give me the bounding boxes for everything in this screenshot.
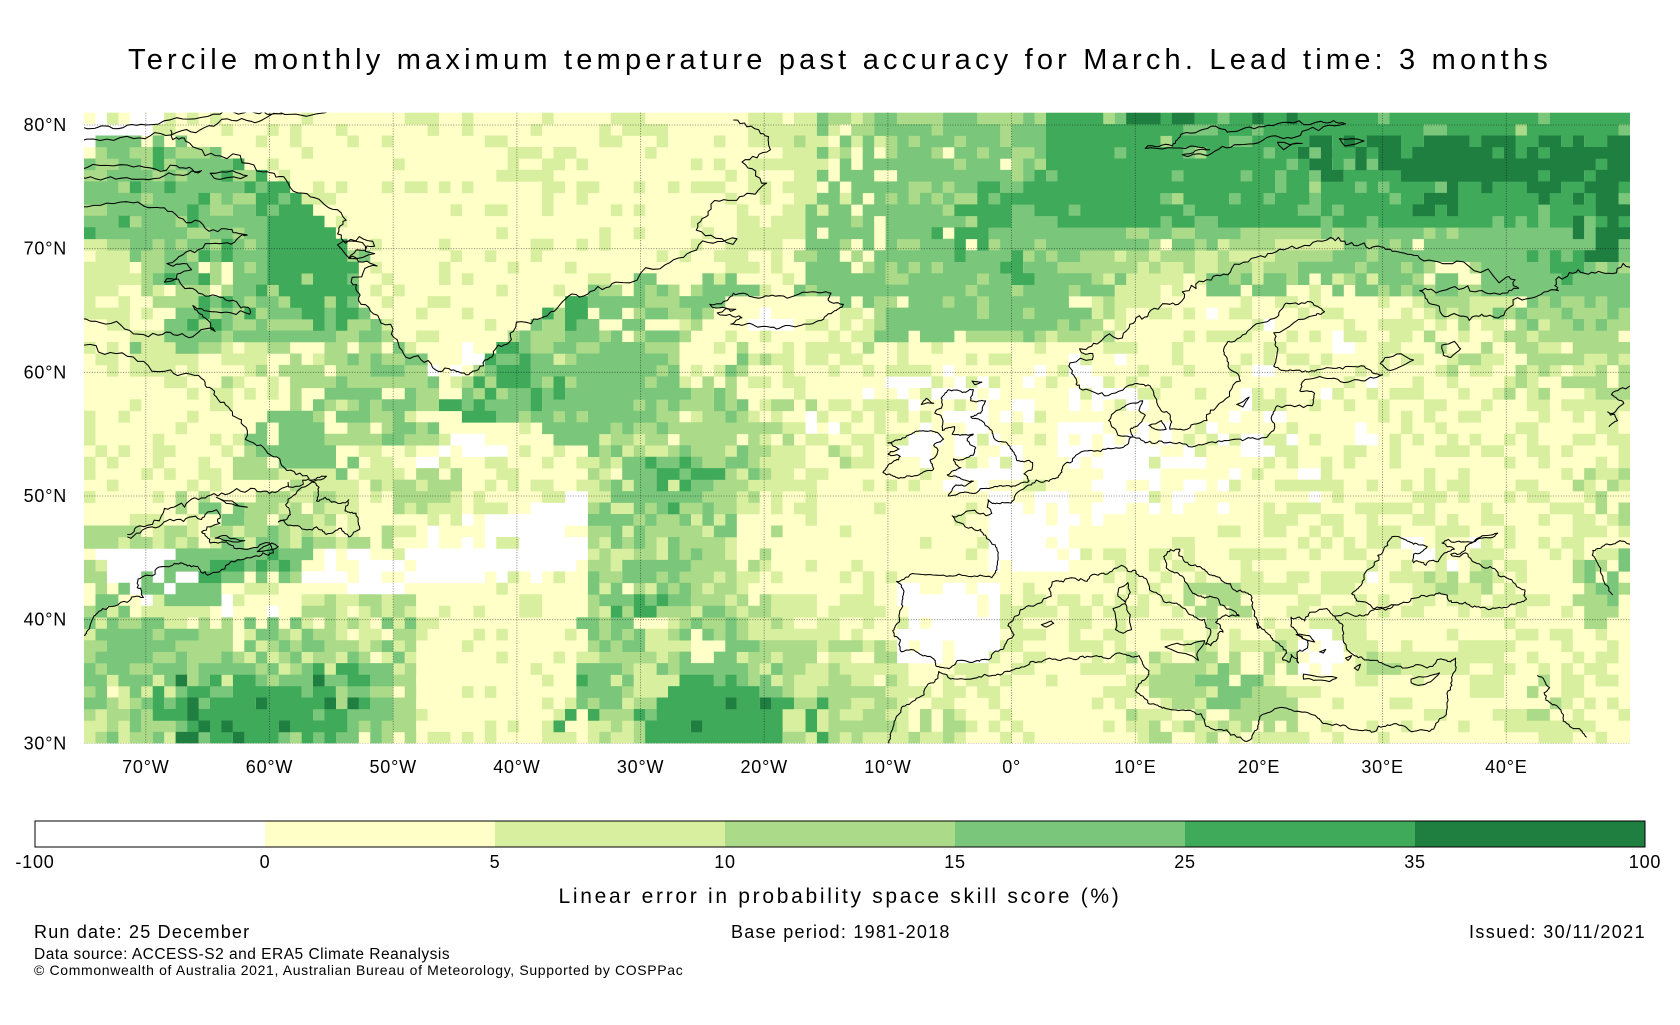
svg-text:20°W: 20°W xyxy=(740,757,787,777)
svg-text:0°: 0° xyxy=(1002,757,1021,777)
svg-text:Data source: ACCESS-S2 and ERA: Data source: ACCESS-S2 and ERA5 Climate … xyxy=(34,946,450,963)
svg-text:70°W: 70°W xyxy=(122,757,169,777)
svg-text:50°N: 50°N xyxy=(24,486,67,506)
svg-text:Linear error in probability sp: Linear error in probability space skill … xyxy=(559,885,1122,908)
svg-text:60°N: 60°N xyxy=(24,362,67,382)
svg-text:5: 5 xyxy=(490,852,501,872)
svg-text:25: 25 xyxy=(1174,852,1196,872)
svg-text:Issued: 30/11/2021: Issued: 30/11/2021 xyxy=(1469,922,1646,942)
svg-text:10: 10 xyxy=(714,852,736,872)
svg-text:10°W: 10°W xyxy=(864,757,911,777)
svg-text:30°E: 30°E xyxy=(1361,757,1403,777)
svg-text:80°N: 80°N xyxy=(24,115,67,135)
svg-text:60°W: 60°W xyxy=(246,757,293,777)
svg-text:40°N: 40°N xyxy=(24,610,67,630)
svg-text:30°N: 30°N xyxy=(24,733,67,753)
svg-text:-100: -100 xyxy=(15,852,54,872)
svg-text:100: 100 xyxy=(1629,852,1661,872)
svg-text:40°W: 40°W xyxy=(493,757,540,777)
svg-text:Tercile monthly maximum temper: Tercile monthly maximum temperature past… xyxy=(128,44,1552,76)
svg-text:20°E: 20°E xyxy=(1238,757,1280,777)
svg-text:© Commonwealth of Australia 20: © Commonwealth of Australia 2021, Austra… xyxy=(34,962,683,978)
svg-text:30°W: 30°W xyxy=(617,757,664,777)
svg-text:50°W: 50°W xyxy=(369,757,416,777)
svg-text:Run date: 25 December: Run date: 25 December xyxy=(34,922,250,942)
svg-text:40°E: 40°E xyxy=(1485,757,1527,777)
svg-text:70°N: 70°N xyxy=(24,239,67,259)
svg-text:Base period: 1981-2018: Base period: 1981-2018 xyxy=(731,922,951,942)
svg-text:0: 0 xyxy=(260,852,271,872)
svg-text:35: 35 xyxy=(1404,852,1426,872)
svg-text:10°E: 10°E xyxy=(1114,757,1156,777)
svg-text:15: 15 xyxy=(944,852,966,872)
